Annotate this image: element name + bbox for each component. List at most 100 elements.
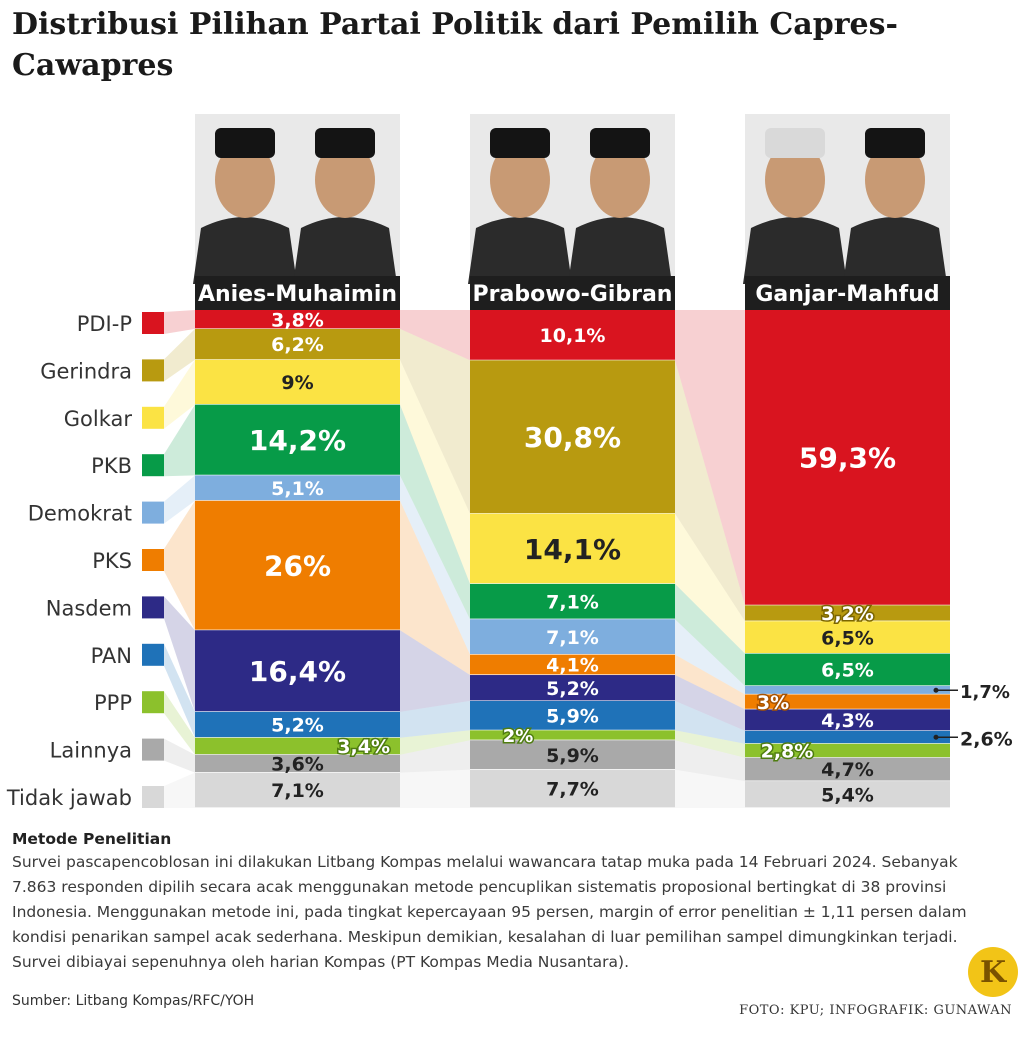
data-label: 2% [503,726,534,747]
legend-label: PKB [91,454,132,478]
bar-segment [470,310,675,361]
data-label: 7,1% [546,591,599,613]
flow-band [164,772,195,808]
flow-band [164,643,195,738]
data-label: 5,4% [821,784,874,806]
flow-band [675,740,745,782]
data-label: 10,1% [540,325,606,347]
candidate-face [590,142,650,218]
legend-swatch [142,406,164,429]
flow-band [675,700,745,744]
data-label: 5,1% [271,478,324,500]
bar-segment [470,730,675,741]
flow-band [164,359,195,429]
flow-band [400,630,470,712]
flow-band [675,730,745,758]
bar-segment [745,709,950,731]
kompas-logo: K [968,947,1018,997]
legend-swatch [142,691,164,714]
bar-segment [195,711,400,738]
flow-band [675,769,745,808]
data-label: 9% [281,372,313,394]
legend-label: Tidak jawab [6,786,132,810]
flow-band [164,691,195,755]
bar-segment [745,730,950,744]
data-label: 14,2% [249,424,346,457]
legend-swatch [142,359,164,382]
bar-segment [195,754,400,773]
candidate-body [743,217,847,284]
data-label: 59,3% [799,442,896,475]
legend-swatch [142,596,164,619]
candidate-name-prabowo-gibran: Prabowo-Gibran [473,282,673,307]
bar-segment [195,475,400,501]
flow-band [164,500,195,631]
bar-segment [195,359,400,405]
candidate-body [293,217,397,284]
legend-swatch [142,454,164,477]
bar-segment [745,605,950,622]
flow-band [400,328,470,514]
bar-segment [745,694,950,710]
candidate-hat [215,128,275,158]
flow-band [164,404,195,477]
flow-band [164,596,195,712]
data-label: 4,7% [821,759,874,781]
stacked-bar-chart: Anies-Muhaimin Prabowo-Gibran Ganjar-Mahfu… [6,114,1013,810]
flow-band [400,730,470,755]
data-label: 6,2% [271,334,324,356]
candidate-face [765,142,825,218]
flow-band [164,475,195,524]
data-label: 3,4% [337,736,390,758]
callout-dot [933,734,939,740]
bar-segment [470,769,675,808]
flow-band [400,700,470,738]
bar-segment [745,781,950,808]
candidate-body [468,217,572,284]
bar-segment [470,360,675,514]
candidate-hat [765,128,825,158]
candidate-face [215,142,275,218]
flow-band [164,310,195,334]
data-labels: 3,8% 6,2% 9% 14,2% 5,1% 26% 16,4% 5,2% 3,4% 3,6% 7… [249,309,1013,806]
legend-swatch [142,312,164,334]
data-label: 6,5% [821,660,874,682]
candidate-body [568,217,672,284]
flow-band [400,359,470,584]
legend-label: PKS [92,549,132,573]
legend-swatch [142,738,164,761]
candidate-hat [590,128,650,158]
data-label: 7,1% [546,627,599,649]
bars [195,310,950,809]
legend-swatch [142,549,164,571]
flow-band [675,513,745,654]
candidate-face [490,142,550,218]
data-label: 3,8% [271,309,324,331]
data-label: 5,2% [271,715,324,737]
bar-segment [745,743,950,758]
bar-segment [470,675,675,701]
data-label: 4,1% [546,655,599,677]
candidate-hat [490,128,550,158]
data-label: 2,8% [761,741,814,763]
flow-band [675,360,745,622]
candidate-name-bar [470,276,675,310]
bar-segment [745,685,950,695]
bar-segment [195,500,400,631]
bar-segment [195,737,400,755]
method-section: Metode Penelitian Survei pascapencoblosa… [12,828,1012,975]
legend-label: Lainnya [50,739,132,763]
bar-segment [745,621,950,654]
data-label: 3,2% [821,603,874,625]
candidate-name-bar [745,276,950,310]
bar-segment [470,654,675,676]
flow-bands [164,310,745,808]
legend-label: Golkar [64,407,133,431]
data-label: 7,7% [546,779,599,801]
bar-segment [470,619,675,655]
callout-dot [933,687,939,693]
flow-band [400,475,470,655]
candidate-name-ganjar-mahfud: Ganjar-Mahfud [755,282,939,307]
data-label: 5,9% [546,705,599,727]
kompas-logo-letter: K [979,954,1007,990]
